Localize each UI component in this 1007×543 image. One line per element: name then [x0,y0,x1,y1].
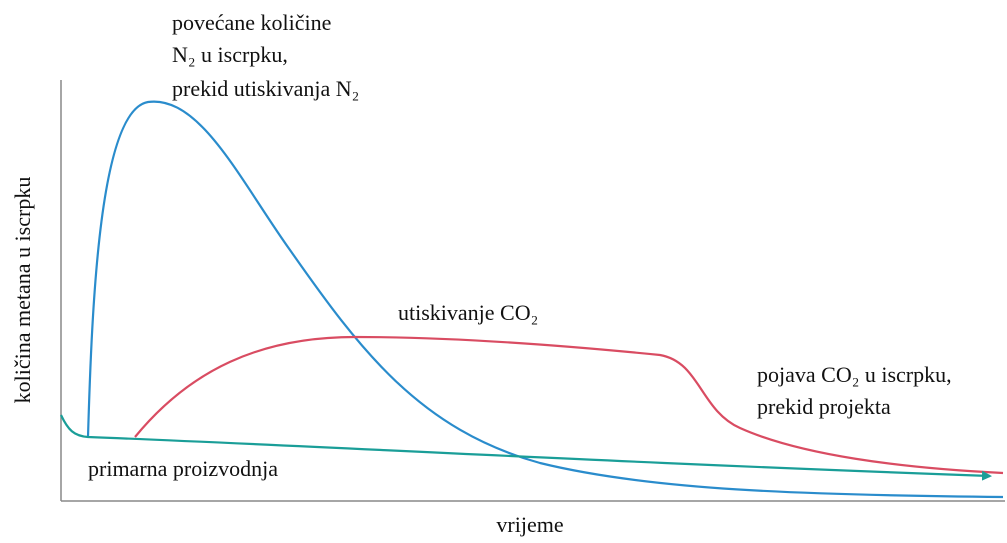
label: prekid projekta [757,394,891,419]
label: N₂ u iscrpku, [172,42,288,67]
y-axis-label: količina metana u iscrpku [10,177,35,404]
label: prekid utiskivanja N₂ [172,76,359,101]
co2-curve [134,335,1004,475]
x-axis-label: vrijeme [496,512,563,537]
label: utiskivanje CO₂ [398,300,538,325]
label: pojava CO₂ u iscrpku, [757,362,952,387]
label: primarna proizvodnja [88,456,278,481]
n2-curve [86,100,1004,499]
label: povećane količine [172,10,331,35]
primary-curve [60,414,992,481]
